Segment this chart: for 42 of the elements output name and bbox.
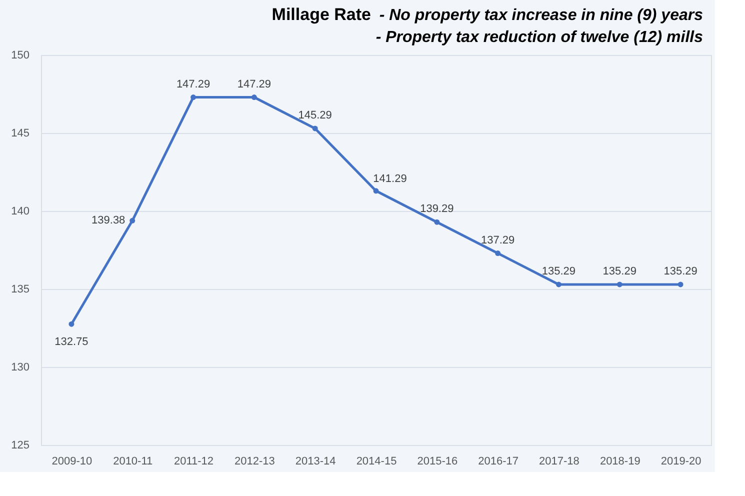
y-tick-label: 125 <box>11 440 30 452</box>
y-tick-label: 135 <box>11 284 30 296</box>
x-tick-label: 2013-14 <box>295 456 336 468</box>
data-label: 141.29 <box>373 172 407 185</box>
data-label: 139.29 <box>420 203 454 216</box>
y-tick-label: 150 <box>11 50 30 62</box>
point <box>556 282 562 288</box>
data-label: 132.75 <box>54 336 88 348</box>
point <box>495 250 501 256</box>
data-label: 145.29 <box>298 109 332 122</box>
point <box>373 188 379 194</box>
point <box>251 94 257 100</box>
y-tick-label: 130 <box>11 362 30 374</box>
x-tick-label: 2018-19 <box>600 456 640 468</box>
data-label: 147.29 <box>176 78 210 90</box>
point <box>190 94 196 100</box>
point <box>68 321 74 327</box>
point <box>616 282 622 288</box>
x-tick-label: 2009-10 <box>52 456 92 468</box>
data-label: 135.29 <box>542 265 576 278</box>
data-label: 147.29 <box>237 78 272 90</box>
text: - No property tax increase in nine (9) years <box>379 7 704 24</box>
data-label: 139.38 <box>92 214 126 227</box>
x-tick-label: 2015-16 <box>417 456 458 468</box>
point <box>678 282 684 288</box>
y-tick-label: 145 <box>11 128 30 140</box>
point <box>130 218 136 224</box>
data-label: 135.29 <box>602 265 636 278</box>
x-tick-label: 2010-11 <box>113 456 153 468</box>
x-tick-label: 2017-18 <box>539 456 580 468</box>
point <box>312 126 318 132</box>
data-label: 137.29 <box>480 234 515 246</box>
x-tick-label: 2012-13 <box>234 456 275 468</box>
x-tick-label: 2014-15 <box>356 456 397 468</box>
x-tick-label: 2019-20 <box>660 456 702 468</box>
text: - Property tax reduction of twelve (12) mills <box>376 29 704 46</box>
x-tick-label: 2016-17 <box>478 456 519 468</box>
x-tick-label: 2011-12 <box>174 456 214 468</box>
y-tick-label: 140 <box>11 206 30 218</box>
data-label: 135.29 <box>664 265 698 278</box>
chart-title: Millage Rate <box>272 5 371 24</box>
point <box>434 219 440 225</box>
